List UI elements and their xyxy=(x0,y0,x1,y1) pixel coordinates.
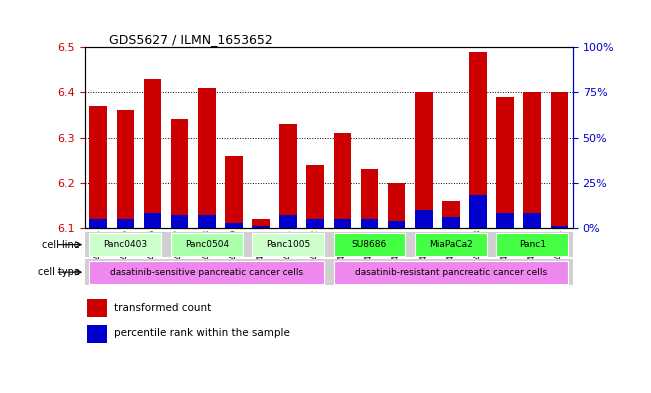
Bar xyxy=(225,222,243,228)
Text: transformed count: transformed count xyxy=(114,303,211,313)
Bar xyxy=(117,219,134,228)
Bar xyxy=(496,213,514,228)
Text: MiaPaCa2: MiaPaCa2 xyxy=(429,240,473,249)
Bar xyxy=(469,51,487,228)
Bar xyxy=(415,210,432,228)
Bar xyxy=(279,124,297,228)
Bar xyxy=(307,165,324,228)
Bar xyxy=(89,219,107,228)
Bar xyxy=(415,233,487,256)
Text: cell type: cell type xyxy=(38,267,79,277)
Bar xyxy=(87,299,107,317)
Bar xyxy=(496,97,514,228)
Bar xyxy=(333,219,351,228)
Text: SU8686: SU8686 xyxy=(352,240,387,249)
Bar xyxy=(333,133,351,228)
Text: cell line: cell line xyxy=(42,240,79,250)
Text: dasatinib-sensitive pancreatic cancer cells: dasatinib-sensitive pancreatic cancer ce… xyxy=(110,268,303,277)
Text: percentile rank within the sample: percentile rank within the sample xyxy=(114,329,290,338)
Bar xyxy=(89,233,161,256)
Bar xyxy=(415,92,432,228)
Bar xyxy=(469,195,487,228)
Bar xyxy=(496,233,568,256)
Bar xyxy=(144,79,161,228)
Text: Panc1: Panc1 xyxy=(519,240,546,249)
Bar xyxy=(252,219,270,228)
Text: Panc0504: Panc0504 xyxy=(185,240,229,249)
Bar xyxy=(171,215,188,228)
Bar xyxy=(442,217,460,228)
Bar xyxy=(171,233,243,256)
Bar xyxy=(87,325,107,343)
Bar xyxy=(442,201,460,228)
Bar xyxy=(198,215,215,228)
Bar xyxy=(89,261,324,284)
Bar xyxy=(551,92,568,228)
Bar xyxy=(89,106,107,228)
Bar xyxy=(388,221,406,228)
Bar xyxy=(388,183,406,228)
Bar xyxy=(198,88,215,228)
Text: dasatinib-resistant pancreatic cancer cells: dasatinib-resistant pancreatic cancer ce… xyxy=(355,268,547,277)
Text: Panc1005: Panc1005 xyxy=(266,240,310,249)
Bar xyxy=(523,92,541,228)
Bar xyxy=(252,226,270,228)
Bar xyxy=(225,156,243,228)
Bar xyxy=(361,169,378,228)
Bar xyxy=(307,219,324,228)
Bar xyxy=(523,213,541,228)
Text: GDS5627 / ILMN_1653652: GDS5627 / ILMN_1653652 xyxy=(109,33,273,46)
Bar xyxy=(171,119,188,228)
Bar xyxy=(333,233,406,256)
Bar xyxy=(551,226,568,228)
Bar xyxy=(117,110,134,228)
Bar xyxy=(279,215,297,228)
Bar xyxy=(333,261,568,284)
Bar xyxy=(252,233,324,256)
Text: Panc0403: Panc0403 xyxy=(104,240,147,249)
Bar xyxy=(361,219,378,228)
Bar xyxy=(144,213,161,228)
